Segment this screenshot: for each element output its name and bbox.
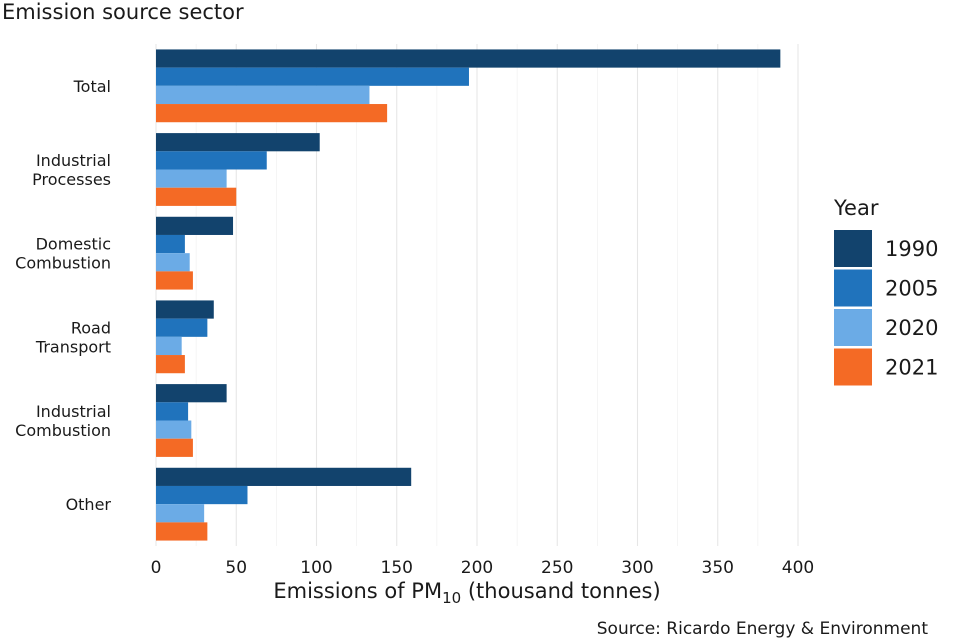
- bar-2021-3: [156, 355, 185, 374]
- bar-1990-2: [156, 216, 234, 235]
- legend-swatch-2005: [834, 269, 872, 307]
- bar-2020-1: [156, 169, 227, 188]
- legend-label-1990: 1990: [885, 237, 938, 261]
- category-label: Processes: [32, 170, 111, 189]
- x-tick-label: 400: [782, 558, 814, 578]
- category-label: Other: [66, 495, 112, 514]
- bar-2005-2: [156, 234, 185, 254]
- bar-2021-0: [156, 104, 388, 123]
- x-tick-label: 150: [381, 558, 413, 578]
- bar-2020-2: [156, 253, 190, 272]
- bar-2021-2: [156, 271, 193, 290]
- legend-swatch-1990: [834, 230, 872, 267]
- y-axis-title: Emission source sector: [2, 0, 244, 24]
- x-tick-label: 350: [702, 558, 734, 578]
- x-tick-label: 300: [621, 558, 653, 578]
- x-tick-label: 100: [300, 558, 332, 578]
- bar-2021-5: [156, 522, 208, 541]
- bar-2005-5: [156, 485, 248, 505]
- x-tick-label: 0: [151, 558, 162, 578]
- x-tick-label: 200: [461, 558, 493, 578]
- bar-1990-4: [156, 384, 227, 403]
- category-label: Combustion: [15, 421, 111, 440]
- source-note: Source: Ricardo Energy & Environment: [596, 619, 928, 639]
- legend-title: Year: [833, 196, 879, 220]
- bar-1990-5: [156, 467, 412, 486]
- bar-2020-5: [156, 504, 205, 523]
- category-label: Industrial: [36, 402, 111, 421]
- x-tick-label: 50: [225, 558, 247, 578]
- legend-label-2021: 2021: [885, 356, 938, 380]
- bar-2020-3: [156, 336, 182, 356]
- legend-label-2020: 2020: [885, 316, 938, 340]
- bar-1990-0: [156, 49, 781, 68]
- bar-2005-0: [156, 67, 469, 86]
- x-axis-title: Emissions of PM10 (thousand tonnes): [273, 579, 660, 607]
- category-label: Transport: [35, 337, 111, 356]
- bar-2005-1: [156, 151, 267, 170]
- x-tick-label: 250: [541, 558, 573, 578]
- legend-label-2005: 2005: [885, 277, 938, 301]
- bar-2005-3: [156, 318, 208, 337]
- category-label: Road: [71, 318, 111, 337]
- category-label: Combustion: [15, 254, 111, 273]
- bar-2021-1: [156, 187, 237, 206]
- bar-2005-4: [156, 402, 189, 421]
- legend-swatch-2021: [834, 348, 872, 386]
- bar-1990-3: [156, 300, 214, 319]
- bar-2021-4: [156, 438, 193, 457]
- category-label: Total: [73, 77, 111, 96]
- legend-swatch-2020: [834, 309, 872, 346]
- category-label: Industrial: [36, 151, 111, 170]
- category-label: Domestic: [36, 235, 111, 254]
- bar-2020-4: [156, 420, 192, 439]
- bar-1990-1: [156, 133, 320, 152]
- bar-2020-0: [156, 85, 370, 105]
